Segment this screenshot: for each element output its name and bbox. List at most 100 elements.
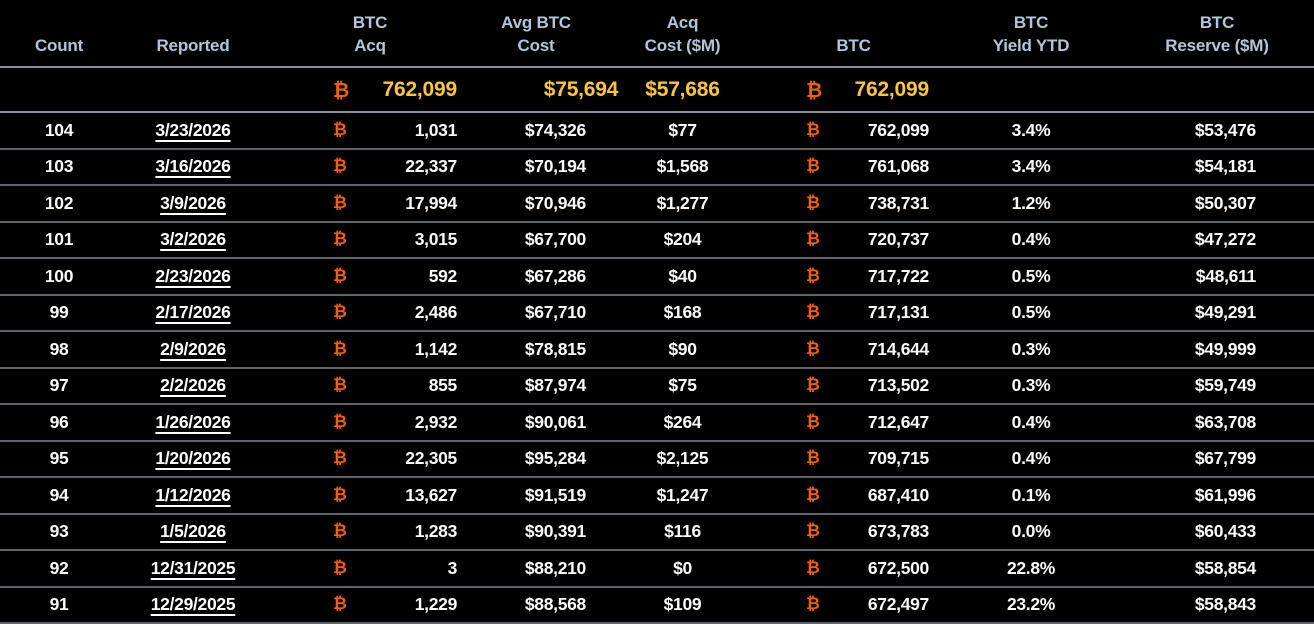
reported-date-link[interactable]: 3/2/2026 [160,229,226,250]
reported-date-link[interactable]: 1/5/2026 [160,521,226,542]
btc-acq-cell: ₿ 1,031 [268,112,472,150]
table-row: 100 2/23/2026 ₿ 592 $67,286 $40 ₿ 717,72… [0,258,1314,296]
reported-date-link[interactable]: 1/20/2026 [155,448,231,469]
bitcoin-icon: ₿ [333,484,347,505]
table-row: 99 2/17/2026 ₿ 2,486 $67,710 $168 ₿ 717,… [0,294,1314,332]
summary-acq-cost-cell: $57,686 [600,67,765,113]
btc-total-value: 761,068 [867,156,929,177]
btc-total-value: 709,715 [867,448,929,469]
btc-total-cell: ₿ 712,647 [765,404,942,442]
summary-avg-cost-value: $75,694 [543,77,619,101]
summary-btc-cell: ₿ 762,099 [765,67,942,113]
btc-total-value: 673,783 [867,521,929,542]
btc-yield-ytd-cell: 0.4% [942,404,1120,442]
count-cell: 92 [0,550,118,588]
avg-btc-cost-cell: $90,391 [472,513,600,551]
avg-btc-cost-cell: $67,700 [472,221,600,259]
bitcoin-icon: ₿ [333,448,347,469]
btc-reserve-cell: $48,611 [1120,258,1314,296]
bitcoin-icon: ₿ [806,265,820,286]
table-row: 104 3/23/2026 ₿ 1,031 $74,326 $77 ₿ 762,… [0,112,1314,150]
reported-date-link[interactable]: 3/23/2026 [155,119,231,140]
reported-cell: 2/2/2026 [118,367,268,405]
avg-btc-cost-cell: $91,519 [472,477,600,515]
table-row: 96 1/26/2026 ₿ 2,932 $90,061 $264 ₿ 712,… [0,404,1314,442]
count-cell: 102 [0,185,118,223]
btc-total-value: 714,644 [867,338,929,359]
btc-total-value: 717,131 [867,302,929,323]
avg-btc-cost-cell: $70,194 [472,148,600,186]
col-header-reported: Reported [118,0,268,68]
btc-total-value: 713,502 [867,375,929,396]
reported-date-link[interactable]: 3/16/2026 [155,156,231,177]
count-cell: 103 [0,148,118,186]
reported-date-link[interactable]: 3/9/2026 [160,192,226,213]
reported-date-link[interactable]: 2/23/2026 [155,265,231,286]
avg-btc-cost-cell: $78,815 [472,331,600,369]
table-row: 92 12/31/2025 ₿ 3 $88,210 $0 ₿ 672,500 [0,550,1314,588]
summary-avg-cost-cell: $75,694 [472,67,618,113]
btc-reserve-cell: $50,307 [1120,185,1314,223]
bitcoin-icon: ₿ [806,484,820,505]
btc-total-cell: ₿ 761,068 [765,148,942,186]
acq-cost-cell: $264 [600,404,765,442]
btc-acq-cell: ₿ 1,229 [268,586,472,624]
count-cell: 98 [0,331,118,369]
bitcoin-icon: ₿ [806,594,820,615]
reported-date-link[interactable]: 1/12/2026 [155,484,231,505]
reported-date-link[interactable]: 12/31/2025 [150,557,236,578]
btc-yield-ytd-cell: 0.4% [942,440,1120,478]
count-cell: 93 [0,513,118,551]
reported-cell: 2/9/2026 [118,331,268,369]
avg-btc-cost-cell: $67,710 [472,294,600,332]
btc-acq-value: 13,627 [405,484,457,505]
col-header-count: Count [0,0,118,68]
col-header-acq-cost: Acq Cost ($M) [600,0,765,68]
avg-btc-cost-cell: $88,210 [472,550,600,588]
table-row: 93 1/5/2026 ₿ 1,283 $90,391 $116 ₿ 673,7… [0,513,1314,551]
btc-reserve-cell: $61,996 [1120,477,1314,515]
btc-yield-ytd-cell: 22.8% [942,550,1120,588]
avg-btc-cost-cell: $70,946 [472,185,600,223]
btc-reserve-cell: $60,433 [1120,513,1314,551]
btc-total-cell: ₿ 720,737 [765,221,942,259]
bitcoin-icon: ₿ [333,119,347,140]
btc-acq-cell: ₿ 13,627 [268,477,472,515]
bitcoin-icon: ₿ [806,557,820,578]
bitcoin-icon: ₿ [806,229,820,250]
btc-acq-cell: ₿ 855 [268,367,472,405]
bitcoin-icon: ₿ [333,265,347,286]
btc-acq-value: 1,142 [414,338,458,359]
btc-yield-ytd-cell: 0.4% [942,221,1120,259]
bitcoin-icon: ₿ [333,375,347,396]
reported-date-link[interactable]: 2/17/2026 [155,302,231,323]
btc-total-cell: ₿ 713,502 [765,367,942,405]
btc-acq-value: 1,229 [414,594,458,615]
reported-cell: 3/9/2026 [118,185,268,223]
table-row: 102 3/9/2026 ₿ 17,994 $70,946 $1,277 ₿ 7… [0,185,1314,223]
avg-btc-cost-cell: $90,061 [472,404,600,442]
reported-cell: 3/23/2026 [118,112,268,150]
table-row: 91 12/29/2025 ₿ 1,229 $88,568 $109 ₿ 672… [0,586,1314,624]
col-header-btc-reserve: BTC Reserve ($M) [1120,0,1314,68]
btc-total-value: 762,099 [867,119,929,140]
col-header-btc-yield-ytd: BTC Yield YTD [942,0,1120,68]
reported-date-link[interactable]: 12/29/2025 [150,594,236,615]
btc-acq-cell: ₿ 22,305 [268,440,472,478]
summary-reported-empty [118,67,268,113]
btc-yield-ytd-cell: 1.2% [942,185,1120,223]
acq-cost-cell: $0 [600,550,765,588]
reported-date-link[interactable]: 2/2/2026 [160,375,226,396]
btc-total-cell: ₿ 717,722 [765,258,942,296]
reported-date-link[interactable]: 1/26/2026 [155,411,231,432]
btc-acq-cell: ₿ 22,337 [268,148,472,186]
totals-summary-row: ₿ 762,099 $75,694 $57,686 ₿ 762,099 [0,67,1314,113]
btc-total-value: 712,647 [867,411,929,432]
reported-date-link[interactable]: 2/9/2026 [160,338,226,359]
btc-acq-value: 17,994 [405,192,457,213]
btc-acq-cell: ₿ 3 [268,550,472,588]
bitcoin-icon: ₿ [333,521,347,542]
reported-cell: 2/23/2026 [118,258,268,296]
count-cell: 91 [0,586,118,624]
btc-acq-value: 2,486 [414,302,458,323]
